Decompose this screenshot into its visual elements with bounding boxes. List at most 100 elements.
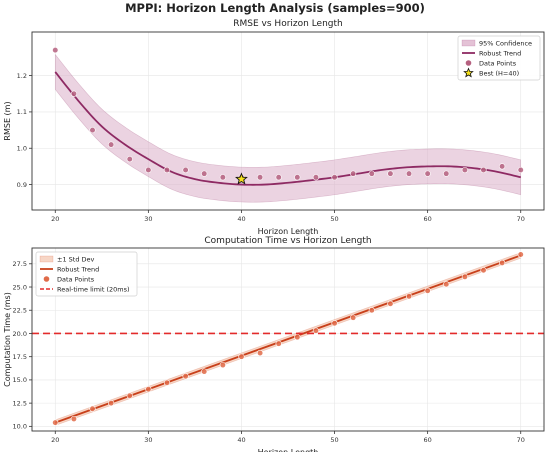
time-ytick-label: 27.5: [13, 260, 27, 268]
rmse-plot-area: [52, 47, 524, 203]
time-legend-swatch-points: [43, 276, 50, 282]
time-data-point: [256, 349, 264, 357]
time-data-point: [108, 400, 115, 407]
time-data-point: [368, 307, 375, 314]
rmse-ylabel: RMSE (m): [3, 101, 12, 140]
rmse-ytick-label: 0.9: [17, 181, 27, 189]
rmse-data-point: [163, 166, 171, 174]
time-data-point: [517, 251, 524, 258]
rmse-xlabel: Horizon Length: [258, 227, 319, 236]
time-ytick-label: 12.5: [13, 399, 27, 407]
time-data-point: [387, 300, 394, 307]
time-legend: ±1 Std Dev Robust Trend Data Points Real-ti…: [35, 251, 138, 297]
rmse-data-point: [108, 141, 115, 148]
rmse-data-point: [350, 170, 357, 177]
time-data-point: [201, 368, 208, 375]
time-data-point: [424, 287, 431, 294]
time-xlabel: Horizon Length: [258, 448, 319, 452]
rmse-ytick-label: 1.1: [17, 108, 27, 116]
time-data-point: [145, 386, 152, 393]
best-marker: [235, 172, 248, 185]
time-data-point: [294, 334, 301, 341]
rmse-xtick-label: 70: [517, 215, 525, 223]
rmse-data-point: [480, 166, 487, 174]
rmse-data-point: [70, 90, 77, 97]
time-data-point: [219, 361, 226, 369]
time-title: Computation Time vs Horizon Length: [204, 236, 371, 246]
rmse-legend-label: Data Points: [479, 59, 517, 67]
time-plot-area: [52, 251, 524, 426]
time-data-point: [70, 415, 77, 423]
rmse-xtick-label: 50: [330, 215, 338, 223]
rmse-legend: 95% Confidence Robust Trend Data Points Bes…: [457, 35, 541, 81]
rmse-data-point: [517, 166, 524, 174]
time-legend-label: ±1 Std Dev: [57, 255, 95, 263]
time-ytick-label: 10.0: [13, 423, 27, 431]
rmse-trend-line: [54, 71, 521, 186]
time-data-point: [52, 419, 59, 426]
rmse-data-point: [424, 170, 431, 177]
time-ytick-label: 25.0: [13, 283, 27, 291]
rmse-data-point: [368, 170, 375, 177]
time-data-point: [461, 273, 468, 280]
rmse-xtick-label: 60: [423, 215, 431, 223]
rmse-title: RMSE vs Horizon Length: [233, 19, 342, 29]
time-data-point: [499, 259, 506, 266]
rmse-axes-frame: [31, 31, 545, 211]
time-data-point: [312, 327, 320, 334]
time-ytick-label: 20.0: [13, 330, 27, 338]
rmse-data-point: [387, 170, 394, 177]
rmse-data-point: [126, 156, 133, 163]
time-legend-label: Robust Trend: [57, 265, 99, 273]
rmse-legend-box: [457, 35, 541, 81]
rmse-data-point: [145, 166, 152, 174]
legend-swatch-best: [463, 67, 474, 78]
time-legend-swatch-band: [39, 255, 54, 263]
rmse-xtick-label: 30: [144, 215, 152, 223]
time-xtick-label: 50: [330, 436, 338, 444]
computation-time-panel: Computation Time vs Horizon Length 20 30 40…: [3, 236, 545, 456]
rmse-xtick-label: 40: [237, 215, 245, 223]
rmse-data-point: [182, 166, 189, 174]
rmse-legend-label: Best (H=40): [479, 69, 519, 77]
rmse-data-point: [499, 163, 506, 170]
rmse-data-point: [89, 126, 96, 134]
rmse-data-point: [201, 170, 208, 177]
time-data-point: [443, 281, 450, 288]
time-legend-label: Data Points: [57, 275, 95, 283]
time-data-point: [182, 373, 189, 380]
rmse-data-point: [312, 174, 320, 181]
rmse-data-point: [461, 166, 468, 174]
rmse-data-point: [405, 170, 413, 177]
time-legend-label: Real-time limit (20ms): [57, 285, 130, 293]
time-ylabel: Computation Time (ms): [3, 292, 12, 387]
time-legend-box: [35, 251, 138, 297]
time-data-point: [89, 405, 96, 412]
rmse-data-point: [294, 174, 301, 181]
rmse-legend-label: Robust Trend: [479, 49, 521, 57]
time-xtick-label: 20: [51, 436, 59, 444]
time-data-point: [331, 320, 338, 327]
figure-suptitle: MPPI: Horizon Length Analysis (samples=9…: [125, 1, 425, 15]
time-ytick-label: 17.5: [13, 353, 27, 361]
time-data-point: [126, 392, 133, 399]
rmse-ytick-label: 1.0: [17, 145, 27, 153]
time-trend-line: [54, 254, 522, 424]
time-axes-frame: [31, 247, 545, 432]
rmse-data-point: [331, 174, 338, 181]
time-xtick-label: 40: [237, 436, 245, 444]
time-data-point: [350, 314, 357, 321]
rmse-panel: RMSE vs Horizon Length 20 30 40 50 60 70 0.9 1.0…: [3, 19, 545, 236]
time-data-point: [163, 379, 171, 386]
rmse-data-point: [443, 170, 450, 177]
rmse-confidence-band: [54, 53, 522, 203]
time-data-point: [405, 293, 413, 300]
time-xtick-label: 70: [517, 436, 525, 444]
time-ytick-label: 15.0: [13, 376, 27, 384]
rmse-legend-swatch-band: [461, 39, 476, 47]
rmse-data-point: [219, 174, 226, 181]
rmse-legend-swatch-points: [465, 60, 472, 66]
time-data-point: [275, 340, 282, 347]
rmse-legend-label: 95% Confidence: [479, 39, 532, 47]
